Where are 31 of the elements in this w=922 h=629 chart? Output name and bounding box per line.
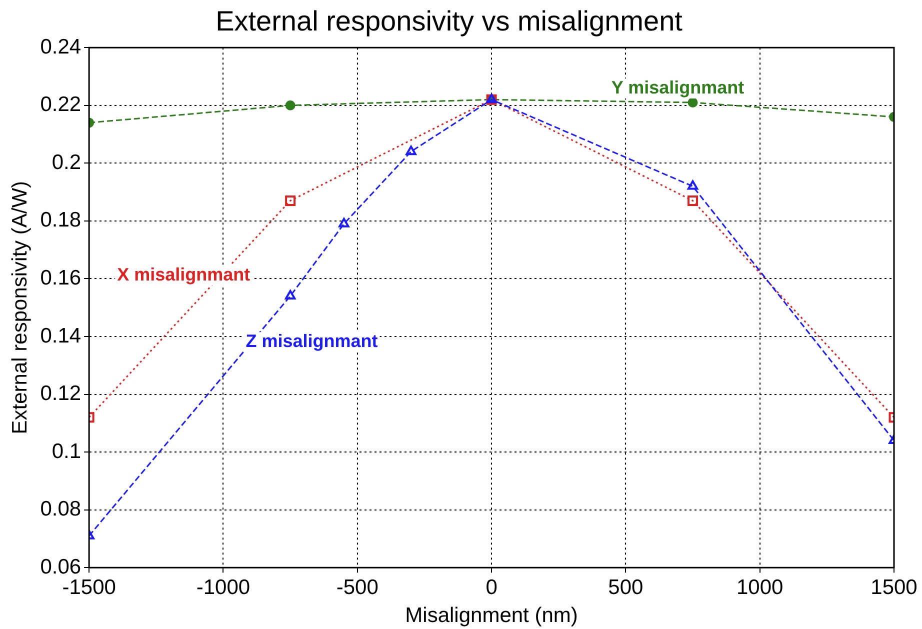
y-tick-label: 0.22 <box>40 93 82 116</box>
y-tick-label: 0.06 <box>40 555 82 578</box>
series-label: X misalignmant <box>117 264 250 285</box>
y-axis-title: External responsivity (A/W) <box>8 180 32 434</box>
point <box>284 290 296 300</box>
x-axis-title: Misalignment (nm) <box>405 604 578 628</box>
y-tick-label: 0.18 <box>40 208 82 232</box>
point <box>687 180 698 190</box>
y-tick-label: 0.14 <box>40 324 82 348</box>
x-tick-label: -1000 <box>196 576 250 599</box>
point <box>338 218 350 228</box>
series-label: Y misalignmant <box>611 77 744 98</box>
x-tick-label: 1000 <box>736 576 784 599</box>
point <box>285 100 296 110</box>
point <box>688 97 698 108</box>
x-tick-label: -1500 <box>62 576 116 599</box>
point <box>688 195 698 206</box>
y-tick-label: 0.24 <box>40 35 82 58</box>
y-tick-label: 0.2 <box>52 150 82 174</box>
x-tick-label: 500 <box>608 576 644 599</box>
point <box>285 195 296 206</box>
x-tick-label: 1500 <box>870 576 918 599</box>
chart-title: External responsivity vs misalignment <box>216 6 683 37</box>
y-tick-label: 0.08 <box>40 498 82 521</box>
x-tick-label: -500 <box>336 576 378 599</box>
series-label: Z misalignmant <box>246 331 378 352</box>
x-tick-label: 0 <box>486 576 498 599</box>
y-tick-label: 0.16 <box>40 266 82 290</box>
y-tick-label: 0.12 <box>40 382 82 406</box>
y-tick-label: 0.1 <box>52 440 82 463</box>
point <box>406 146 416 156</box>
